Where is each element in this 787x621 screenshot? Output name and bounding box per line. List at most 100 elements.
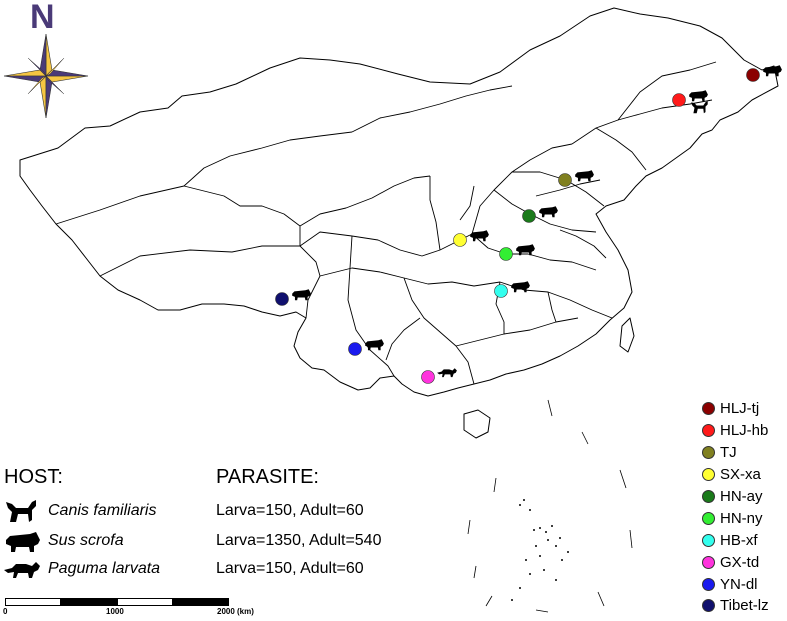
province-border (429, 176, 441, 251)
scale-segment (173, 598, 229, 606)
dog-icon (6, 500, 36, 522)
legend-marker (702, 490, 715, 503)
legend-item: GX-td (702, 551, 786, 573)
province-border (403, 277, 475, 385)
pig-icon (516, 244, 535, 256)
scale-segment (117, 598, 173, 606)
legend-item: SX-xa (702, 464, 786, 486)
legend-marker (702, 446, 715, 460)
host-name: Paguma larvata (48, 560, 161, 577)
site-dot (746, 68, 760, 82)
legend-item: YN-dl (702, 573, 786, 595)
site-dot (275, 292, 289, 306)
site-dot (522, 209, 536, 223)
province-border (455, 317, 579, 347)
legend-marker (702, 468, 715, 482)
legend-marker (702, 511, 715, 525)
compass-rose-icon (3, 33, 89, 119)
legend-marker (702, 555, 715, 569)
country-outline (19, 7, 779, 397)
legend-marker (702, 577, 715, 591)
host-row-civet: Paguma larvata Larva=150, Adult=60 (0, 556, 380, 584)
site-marker (453, 230, 489, 247)
parasite-values: Larva=150, Adult=60 (216, 560, 364, 577)
parasite-values: Larva=150, Adult=60 (216, 502, 364, 519)
site-legend: HLJ-tj HLJ-hb TJ SX-xa HN-ay HN-ny HB-xf GX-td Y… (702, 398, 786, 617)
pig-icon (365, 339, 384, 351)
legend-label: HN-ny (720, 509, 763, 527)
province-border (559, 229, 607, 259)
host-name: Canis familiaris (48, 502, 157, 519)
parasite-values: Larva=1350, Adult=540 (216, 532, 382, 549)
scale-bar: 0 1000 2000 (km) (3, 596, 268, 621)
legend-marker (702, 599, 715, 613)
site-dot (558, 173, 572, 187)
site-dot (499, 247, 513, 261)
province-border (99, 231, 353, 277)
legend-label: HB-xf (720, 531, 758, 549)
pig-icon (539, 206, 558, 218)
legend-item: TJ (702, 442, 786, 464)
province-border (183, 131, 353, 187)
site-dot (421, 370, 435, 384)
legend-item: Tibet-lz (702, 595, 786, 617)
province-border (471, 233, 597, 271)
civet-icon (4, 562, 40, 578)
south-china-sea-dots (511, 499, 569, 601)
legend-label: HN-ay (720, 488, 763, 505)
site-marker (522, 206, 558, 223)
parasite-heading: PARASITE: (216, 466, 319, 488)
host-name: Sus scrofa (48, 532, 124, 549)
north-arrow: N (2, 0, 90, 122)
province-border (595, 127, 647, 171)
province-border (299, 245, 321, 319)
pig-icon (763, 65, 782, 77)
site-dot (494, 284, 508, 298)
site-marker (494, 281, 530, 298)
legend-label: YN-dl (720, 575, 758, 593)
pig-icon (470, 230, 489, 242)
province-border (55, 185, 301, 246)
hainan-island (463, 409, 491, 439)
province-border (299, 175, 431, 227)
pig-icon (6, 532, 40, 552)
province-border (385, 317, 421, 361)
site-marker (348, 339, 384, 356)
host-row-pig: Sus scrofa Larva=1350, Adult=540 (0, 528, 382, 556)
legend-marker (702, 533, 715, 547)
north-label: N (30, 0, 55, 36)
host-heading: HOST: (4, 466, 63, 488)
province-border (347, 235, 395, 377)
dog-icon (691, 101, 708, 114)
legend-label: Tibet-lz (720, 597, 769, 615)
legend-label: HLJ-tj (720, 400, 760, 418)
site-marker (558, 170, 594, 187)
legend-label: HLJ-hb (720, 422, 769, 440)
taiwan-island (619, 317, 635, 353)
province-border (459, 185, 475, 221)
site-marker (746, 65, 782, 82)
site-dot (672, 93, 686, 107)
site-marker (499, 244, 535, 261)
province-border (535, 179, 601, 197)
legend-item: HB-xf (702, 529, 786, 551)
legend-label: GX-td (720, 553, 760, 571)
province-border (493, 189, 597, 233)
scale-label: 2000 (km) (217, 607, 254, 616)
site-marker (672, 90, 708, 114)
pig-icon (575, 170, 594, 182)
site-marker (421, 368, 457, 384)
legend-label: TJ (720, 444, 737, 462)
legend-marker (702, 424, 715, 438)
pig-icon (511, 281, 530, 293)
province-border (351, 85, 513, 133)
province-border (319, 267, 501, 287)
pig-icon (292, 289, 311, 301)
province-border (547, 291, 557, 323)
civet-icon (437, 368, 457, 378)
site-marker (275, 289, 311, 306)
province-border (617, 61, 717, 121)
scale-label: 1000 (106, 607, 124, 616)
